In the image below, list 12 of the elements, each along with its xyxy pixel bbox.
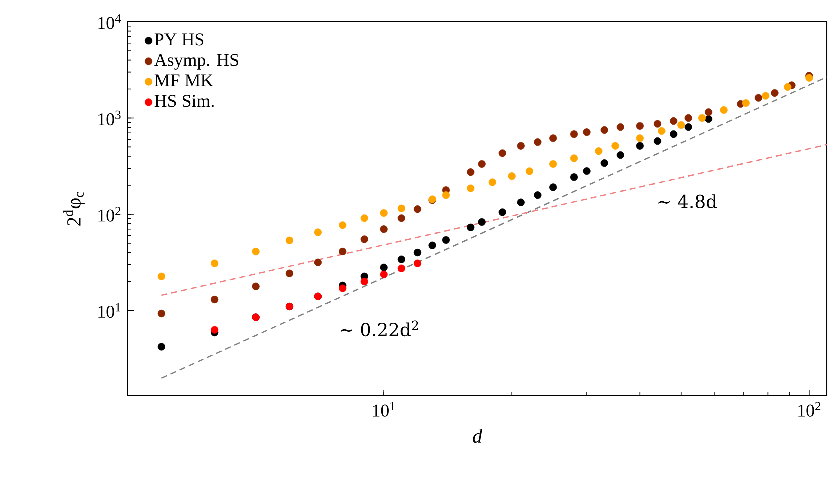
legend-label: PY HS (154, 34, 204, 46)
annotation: ∼ 0.22d$^{2}$ (341, 320, 418, 337)
annotation: ∼ 4.8d (658, 194, 718, 208)
legend-label: HS Sim. (154, 95, 214, 108)
y-tick-label: 10$^{4}$ (98, 14, 122, 30)
y-tick-label: 10$^{1}$ (98, 303, 121, 318)
legend-label: MF MK (154, 74, 214, 86)
y-tick-label: 10$^{2}$ (98, 207, 121, 222)
legend-label: Asymp. HS (154, 54, 238, 70)
y-axis-title: 2$^{d}$φ$_{c}$ (64, 192, 85, 226)
x-axis-title: d (473, 429, 483, 444)
y-tick-label: 10$^{3}$ (98, 110, 121, 126)
